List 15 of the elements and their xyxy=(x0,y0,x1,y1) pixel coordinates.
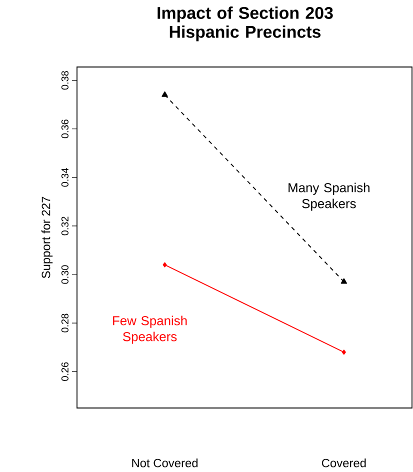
text: Few Spanish Speakers xyxy=(113,316,187,344)
x-tick-label: Covered xyxy=(322,458,366,468)
y-tick-label: 0.38 xyxy=(61,71,68,90)
y-tick-label: 0.30 xyxy=(61,265,68,284)
y-axis-title: Support for 227 xyxy=(41,196,53,278)
chart-title: Impact of Section 203 Hispanic Precincts xyxy=(158,6,333,42)
y-tick-label: 0.32 xyxy=(61,216,68,236)
point xyxy=(342,350,346,355)
y-tick-label: 0.36 xyxy=(61,120,68,138)
y-tick-label: 0.26 xyxy=(61,362,68,381)
series-label: Many Spanish Speakers xyxy=(288,182,370,211)
point xyxy=(162,262,167,268)
x-tick-label: Not Covered xyxy=(132,458,198,468)
y-tick-label: 0.34 xyxy=(61,168,68,187)
y-tick-label: 0.28 xyxy=(61,314,68,332)
